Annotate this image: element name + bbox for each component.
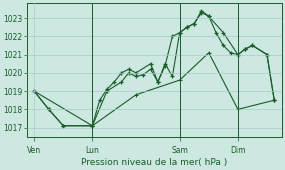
X-axis label: Pression niveau de la mer( hPa ): Pression niveau de la mer( hPa ) (81, 158, 227, 167)
